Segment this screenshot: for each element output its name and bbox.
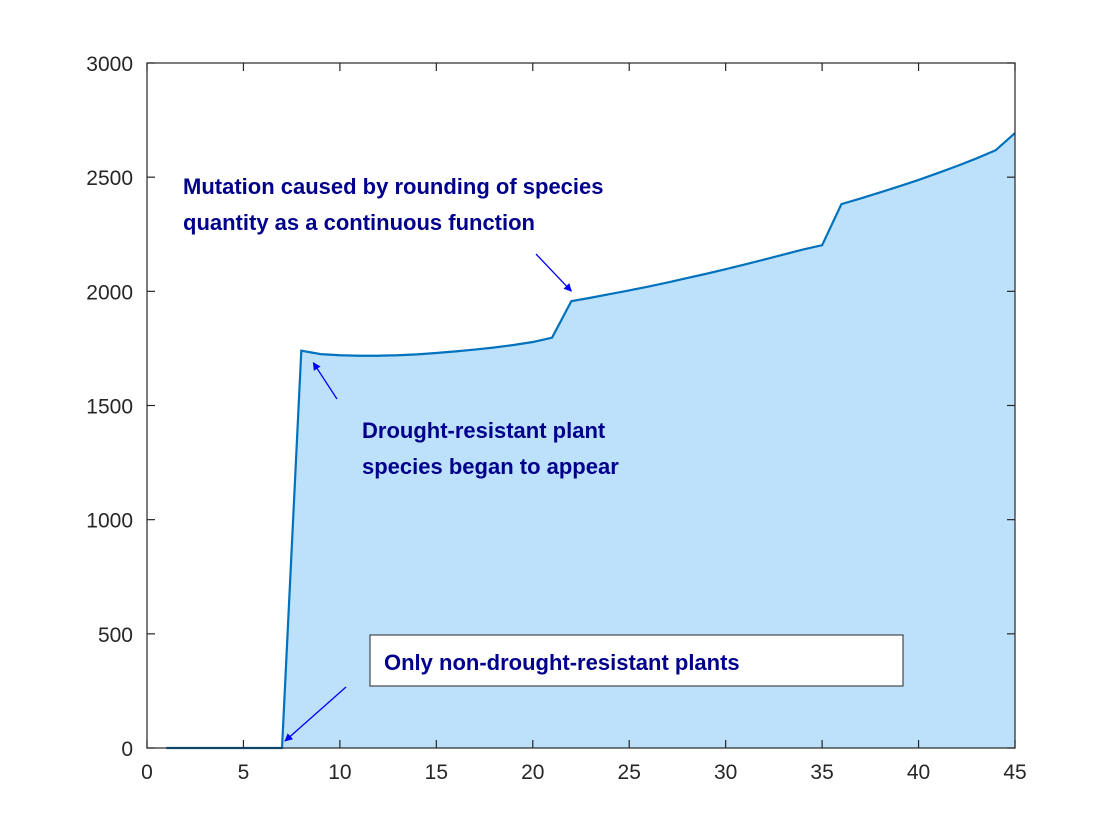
x-tick-label: 0 [141,761,153,784]
annotation-non-drought-text: Only non-drought-resistant plants [384,650,740,675]
x-tick-label: 40 [907,761,930,784]
y-tick-label: 500 [98,624,133,647]
series-area-fill [166,133,1016,749]
annotation-drought-arrow [312,362,338,400]
annotation-drought-line-1: Drought-resistant plant [362,418,606,443]
x-tick-label: 10 [328,761,351,784]
annotation-drought: Drought-resistant plant species began to… [312,362,619,479]
y-tick-label: 1500 [86,396,133,419]
annotation-mutation-line-1: Mutation caused by rounding of species [183,174,604,199]
y-tick-label: 3000 [86,53,133,76]
annotation-non-drought: Only non-drought-resistant plants [284,634,904,742]
annotation-non-drought-arrow [284,686,347,742]
x-tick-label: 5 [238,761,250,784]
x-tick-label: 15 [425,761,448,784]
annotation-box [369,634,904,687]
x-tick-label: 25 [618,761,641,784]
x-axis: 0 5 10 15 20 25 30 35 40 45 [141,63,1027,784]
annotation-mutation-line-2: quantity as a continuous function [183,210,535,235]
series-line [166,132,1016,750]
y-axis: 0 500 1000 1500 2000 2500 3000 [86,53,1015,761]
annotation-drought-line-2: species began to appear [362,454,619,479]
annotation-mutation: Mutation caused by rounding of species q… [183,174,604,292]
x-tick-label: 20 [521,761,544,784]
y-tick-label: 1000 [86,510,133,533]
x-tick-label: 30 [714,761,737,784]
annotation-mutation-arrow [535,253,572,292]
x-tick-label: 45 [1003,761,1026,784]
y-tick-label: 2000 [86,281,133,304]
y-tick-label: 0 [121,738,133,761]
y-tick-label: 2500 [86,167,133,190]
x-tick-label: 35 [810,761,833,784]
